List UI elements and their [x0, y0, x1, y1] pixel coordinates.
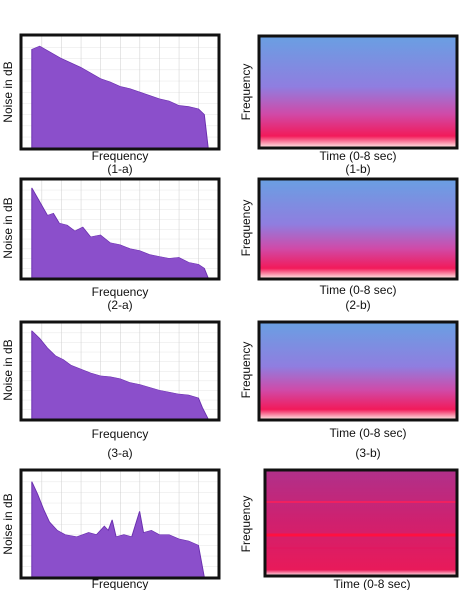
- spectrum: [22, 180, 218, 278]
- x-axis-label: Frequency: [92, 427, 149, 441]
- panel-3a: Noise in dB Frequency (3-a): [1, 320, 221, 460]
- panel-2b: Frequency Time (0-8 sec) (2-b): [239, 177, 459, 312]
- y-axis-label: Noise in dB: [1, 493, 15, 554]
- panel-3b: Frequency Time (0-8 sec) (3-b): [239, 320, 459, 460]
- x-axis-label: Time (0-8 sec): [320, 149, 397, 163]
- y-axis-label: Noise in dB: [1, 197, 15, 258]
- spectrum: [22, 36, 218, 148]
- x-axis-label: Frequency: [92, 577, 149, 590]
- y-axis-label: Noise in dB: [1, 339, 15, 400]
- x-axis-label: Time (0-8 sec): [320, 283, 397, 297]
- panel-1b: Frequency Time (0-8 sec) (1-b): [239, 34, 459, 176]
- caption: (1-b): [345, 162, 370, 176]
- spectrum: [22, 471, 218, 577]
- spectrogram: [260, 37, 456, 147]
- spectrogram: [260, 180, 456, 278]
- panel-1a: Noise in dB Frequency (1-a): [1, 33, 221, 176]
- spectrum: [22, 323, 218, 419]
- panel-2a: Noise in dB Frequency (2-a): [1, 177, 221, 312]
- y-axis-label: Frequency: [239, 496, 253, 553]
- caption: (2-a): [107, 298, 132, 312]
- y-axis-label: Frequency: [239, 64, 253, 121]
- y-axis-label: Frequency: [239, 342, 253, 399]
- caption: (3-a): [107, 446, 132, 460]
- x-axis-label: Time (0-8 sec): [334, 577, 411, 590]
- y-axis-label: Noise in dB: [1, 61, 15, 122]
- caption: (1-a): [107, 162, 132, 176]
- spectrogram: [266, 471, 456, 575]
- caption: (2-b): [345, 298, 370, 312]
- panel-4a: Noise in dB Frequency: [1, 468, 221, 590]
- y-axis-label: Frequency: [239, 200, 253, 257]
- panel-4b: Frequency Time (0-8 sec): [239, 468, 459, 590]
- x-axis-label: Time (0-8 sec): [330, 426, 407, 440]
- x-axis-label: Frequency: [92, 149, 149, 163]
- spectrogram: [260, 323, 456, 419]
- caption: (3-b): [355, 446, 380, 460]
- x-axis-label: Frequency: [92, 285, 149, 299]
